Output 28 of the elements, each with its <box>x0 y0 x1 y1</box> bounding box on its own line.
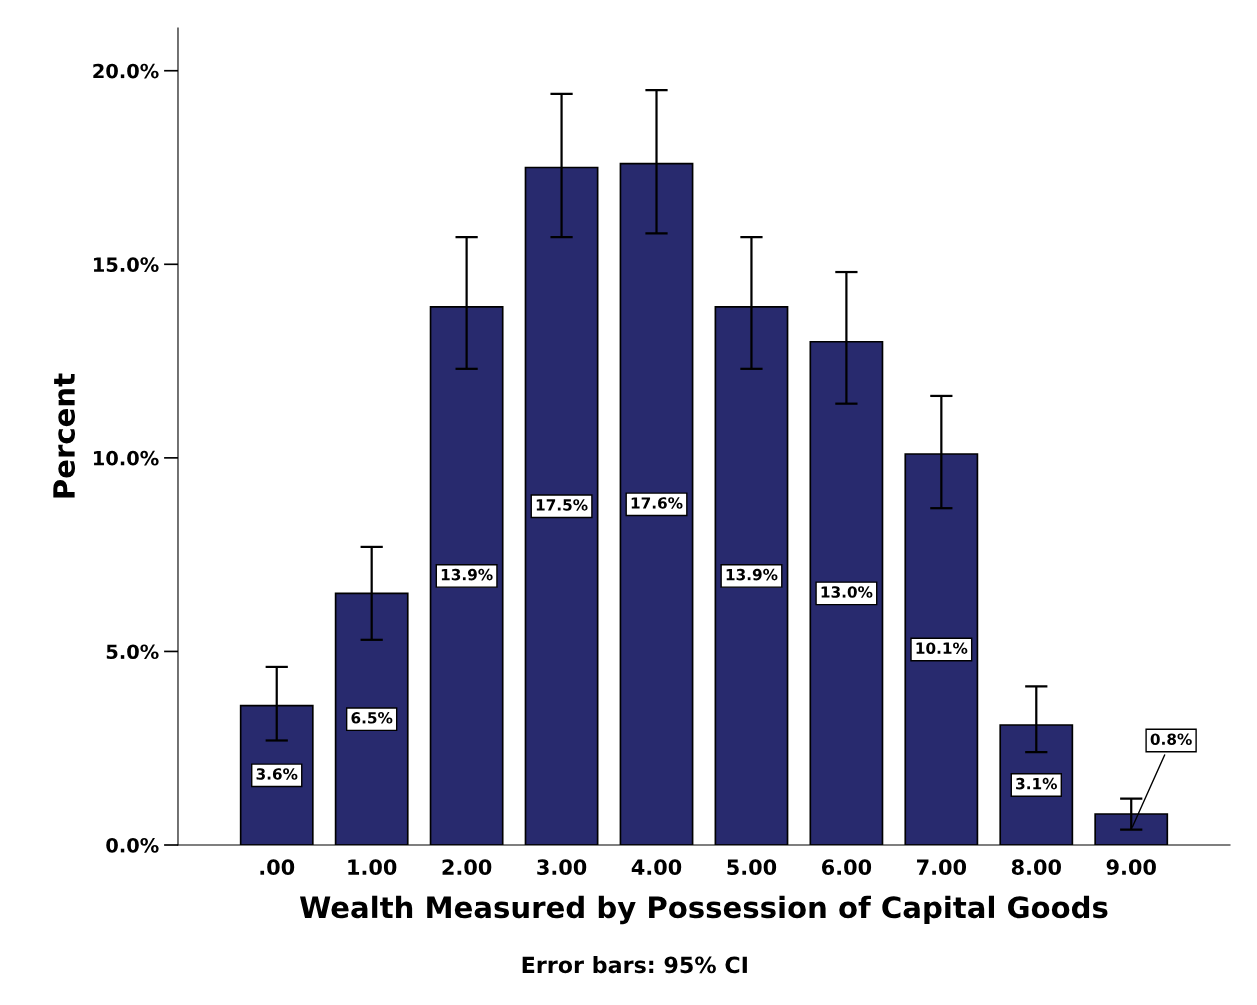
x-tick-label: 2.00 <box>442 859 492 876</box>
x-tick-label: 5.00 <box>727 859 777 876</box>
y-tick-label: 10.0% <box>93 450 159 466</box>
x-tick-label: 6.00 <box>821 859 872 876</box>
y-tick-label: 5.0% <box>106 644 159 660</box>
y-tick-label: 20.0% <box>93 63 159 79</box>
data-label: 6.5% <box>351 712 393 724</box>
x-axis-title: Wealth Measured by Possession of Capital Goods <box>299 895 1108 925</box>
data-label: 0.8% <box>1150 733 1192 745</box>
x-tick-label: 1.00 <box>348 859 397 876</box>
y-tick-label: 0.0% <box>106 837 159 853</box>
x-tick-label: 9.00 <box>1106 859 1156 876</box>
data-label: 13.9% <box>726 568 778 581</box>
data-label: 10.1% <box>916 642 968 654</box>
data-label: 17.6% <box>631 497 683 509</box>
x-tick-label: 8.00 <box>1011 859 1061 876</box>
data-label: 17.5% <box>536 499 588 511</box>
data-label: 3.1% <box>1016 777 1057 790</box>
x-tick-label: .00 <box>260 859 295 876</box>
data-label: 3.6% <box>256 768 298 780</box>
x-tick-label: 4.00 <box>631 859 682 876</box>
y-tick-label: 15.0% <box>93 257 159 272</box>
data-label: 13.0% <box>821 586 873 598</box>
x-tick-label: 3.00 <box>537 859 587 876</box>
data-label: 13.9% <box>441 568 493 581</box>
text: Error bars: 95% CI <box>522 956 747 974</box>
x-tick-label: 7.00 <box>917 859 967 876</box>
y-axis-title: Percent <box>53 373 76 498</box>
